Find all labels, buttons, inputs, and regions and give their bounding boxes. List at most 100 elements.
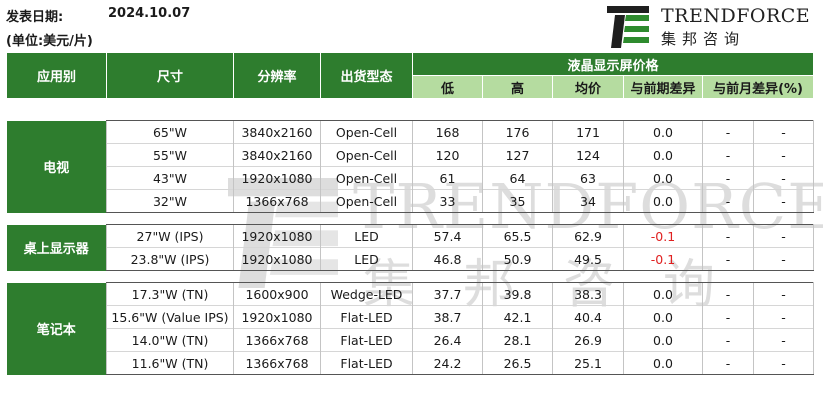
header-prev-period-diff: 与前期差异 (623, 75, 703, 99)
cell-size: 17.3"W (TN) (106, 282, 234, 306)
cell-prev-period-diff: 0.0 (623, 166, 703, 190)
category-cell: 笔记本 (6, 282, 107, 375)
cell-avg: 171 (552, 120, 624, 144)
cell-low: 46.8 (412, 247, 483, 271)
cell-avg: 25.1 (552, 351, 624, 375)
cell-avg: 124 (552, 143, 624, 167)
cell-resolution: 3840x2160 (233, 143, 321, 167)
header-lcd-price: 液晶显示屏价格 (411, 52, 815, 76)
header-prev-month-diff: 与前月差异(%) (701, 75, 815, 99)
cell-prev-month-diff-pct: - (752, 224, 815, 248)
cell-prev-month-diff-pct: - (752, 120, 815, 144)
cell-resolution: 1366x768 (233, 328, 321, 352)
cell-prev-period-diff: -0.1 (623, 247, 703, 271)
cell-low: 38.7 (412, 305, 483, 329)
table-row: 32"W 1366x768 Open-Cell 33 35 34 0.0- - (7, 189, 815, 213)
table-row: 15.6"W (Value IPS) 1920x1080 Flat-LED 38.7 4… (7, 305, 815, 329)
cell-low: 120 (412, 143, 483, 167)
cell-low: 33 (412, 189, 483, 213)
cell-prev-month-diff: - (702, 120, 754, 144)
cell-prev-month-diff: - (702, 247, 754, 271)
cell-shipment-type: Flat-LED (320, 328, 413, 352)
cell-prev-month-diff-pct: - (752, 166, 815, 190)
cell-resolution: 1920x1080 (233, 166, 321, 190)
cell-prev-period-diff: 0.0 (623, 305, 703, 329)
cell-prev-month-diff: - (702, 166, 754, 190)
header-application: 应用别 (6, 52, 107, 99)
cell-prev-period-diff: 0.0 (623, 143, 703, 167)
cell-prev-month-diff: - (702, 143, 754, 167)
cell-size: 55"W (106, 143, 234, 167)
cell-high: 64 (482, 166, 553, 190)
table-row: 桌上显示器 27"W (IPS) 1920x1080 LED 57.4 65.5 62.9-… (6, 224, 815, 271)
cell-high: 39.8 (482, 282, 553, 306)
cell-high: 50.9 (482, 247, 553, 271)
cell-high: 28.1 (482, 328, 553, 352)
cell-prev-month-diff-pct: - (752, 282, 815, 306)
cell-resolution: 1366x768 (233, 351, 321, 375)
header-high: 高 (482, 75, 553, 99)
cell-size: 43"W (106, 166, 234, 190)
lcd-price-table-wrap: 应用别 尺寸 分辨率 出货型态 液晶显示屏价格 低 高 均价 与前期差异 与前月… (6, 52, 815, 375)
header-shipment-type: 出货型态 (320, 52, 413, 99)
cell-high: 127 (482, 143, 553, 167)
cell-shipment-type: Flat-LED (320, 305, 413, 329)
header-avg: 均价 (552, 75, 624, 99)
table-row: 笔记本 17.3"W (TN) 1600x900 Wedge-LED 37.7 39.8 3… (6, 282, 815, 375)
cell-avg: 26.9 (552, 328, 624, 352)
table-row: 23.8"W (IPS) 1920x1080 LED 46.8 50.9 49.5 -0.1… (7, 247, 815, 271)
table-row: 11.6"W (TN) 1366x768 Flat-LED 24.2 26.5 25.1 0… (7, 351, 815, 375)
cell-prev-month-diff: - (702, 282, 754, 306)
header-low: 低 (412, 75, 483, 99)
header-resolution: 分辨率 (233, 52, 321, 99)
cell-prev-month-diff-pct: - (752, 247, 815, 271)
cell-prev-month-diff-pct: - (752, 328, 815, 352)
cell-prev-month-diff: - (702, 189, 754, 213)
cell-resolution: 1920x1080 (233, 224, 321, 248)
cell-size: 32"W (106, 189, 234, 213)
cell-avg: 62.9 (552, 224, 624, 248)
cell-prev-month-diff-pct: - (752, 189, 815, 213)
unit-label: (单位:美元/片) (6, 34, 93, 49)
cell-size: 23.8"W (IPS) (106, 247, 234, 271)
table-row: 电视 65"W 3840x2160 Open-Cell 168 176 171 0.0- - (6, 120, 815, 213)
cell-avg: 49.5 (552, 247, 624, 271)
table-row: 14.0"W (TN) 1366x768 Flat-LED 26.4 28.1 26.9 0… (7, 328, 815, 352)
cell-prev-period-diff: 0.0 (623, 351, 703, 375)
cell-prev-period-diff: -0.1 (623, 224, 703, 248)
cell-resolution: 1600x900 (233, 282, 321, 306)
cell-resolution: 3840x2160 (233, 120, 321, 144)
cell-prev-month-diff: - (702, 328, 754, 352)
table-row: 43"W 1920x1080 Open-Cell 61 64 63 0.0- - (7, 166, 815, 190)
cell-avg: 40.4 (552, 305, 624, 329)
cell-size: 11.6"W (TN) (106, 351, 234, 375)
logo-cn-name: 集邦咨询 (661, 30, 746, 48)
cell-low: 61 (412, 166, 483, 190)
cell-low: 37.7 (412, 282, 483, 306)
category-cell: 桌上显示器 (6, 224, 107, 271)
cell-low: 168 (412, 120, 483, 144)
table-row: 55"W 3840x2160 Open-Cell 120 127 124 0.0- - (7, 143, 815, 167)
cell-resolution: 1366x768 (233, 189, 321, 213)
cell-low: 26.4 (412, 328, 483, 352)
cell-high: 65.5 (482, 224, 553, 248)
cell-resolution: 1920x1080 (233, 305, 321, 329)
trendforce-logo: TRENDFORCE 集邦咨询 (607, 4, 810, 48)
cell-low: 24.2 (412, 351, 483, 375)
cell-prev-month-diff: - (702, 351, 754, 375)
cell-prev-period-diff: 0.0 (623, 120, 703, 144)
lcd-price-table: 应用别 尺寸 分辨率 出货型态 液晶显示屏价格 低 高 均价 与前期差异 与前月… (6, 52, 815, 375)
cell-shipment-type: Wedge-LED (320, 282, 413, 306)
cell-prev-period-diff: 0.0 (623, 328, 703, 352)
table-body: 电视 65"W 3840x2160 Open-Cell 168 176 171 0.0- -55… (6, 99, 815, 375)
cell-high: 176 (482, 120, 553, 144)
category-cell: 电视 (6, 120, 107, 213)
cell-avg: 34 (552, 189, 624, 213)
publish-date-row: 发表日期: 2024.10.07 (6, 6, 190, 25)
cell-shipment-type: Open-Cell (320, 143, 413, 167)
cell-avg: 63 (552, 166, 624, 190)
header-size: 尺寸 (106, 52, 234, 99)
cell-size: 65"W (106, 120, 234, 144)
cell-prev-month-diff: - (702, 305, 754, 329)
cell-size: 14.0"W (TN) (106, 328, 234, 352)
